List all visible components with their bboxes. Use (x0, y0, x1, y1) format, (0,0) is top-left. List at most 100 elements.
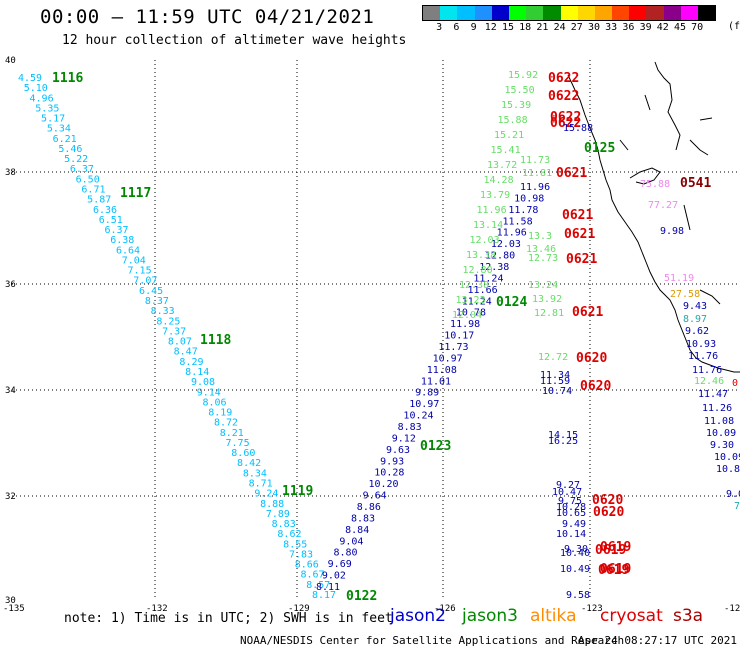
pass-time-label: 0622 (550, 110, 581, 125)
page-title: 00:00 – 11:59 UTC 04/21/2021 (40, 6, 375, 28)
legend-tick-label: 70 (691, 22, 704, 33)
track2-value: 11.24 (462, 296, 492, 307)
track1-value: 8.21 (220, 428, 244, 439)
track1-value: 5.35 (35, 103, 59, 114)
pass-time-label: 0541 (680, 176, 711, 191)
satellite-label-cryosat: cryosat (600, 606, 663, 626)
track1-value: 6.37 (104, 225, 128, 236)
track1-value: 8.83 (272, 519, 296, 530)
jason3-value: 12.03 (470, 235, 500, 246)
map-gridlines (12, 60, 740, 600)
jason3-value: 12.80 (463, 265, 493, 276)
wave-height-value: 77.27 (648, 200, 678, 211)
legend-swatch (423, 6, 441, 20)
track2-value: 8.86 (357, 502, 381, 513)
satellite-label-jason3: jason3 (462, 606, 518, 626)
legend-labels: 3 6 9 12 15 18 21 24 27 30 33 36 39 42 45 70 (422, 21, 716, 33)
wave-height-value: 10.49 (560, 564, 590, 575)
wave-height-value: 9.62 (685, 326, 709, 337)
pass-time-label: 0621 (562, 208, 593, 223)
pass-time-label: 0622 (548, 71, 579, 86)
track1-value: 6.64 (116, 245, 140, 256)
wave-height-value: 9.30 (564, 544, 588, 555)
wave-height-value: 10.28 (556, 502, 586, 513)
track1-value: 8.19 (208, 408, 232, 419)
legend-swatch (508, 6, 527, 20)
wave-height-value: 12.73 (528, 253, 558, 264)
track1-value: 8.25 (156, 316, 180, 327)
legend-tick-label: 18 (519, 22, 532, 33)
legend-tick-label: 30 (587, 22, 601, 33)
pass-time-label: 0620 (576, 351, 607, 366)
track2-value: 11.73 (438, 342, 468, 353)
jason3-value: 15.21 (494, 130, 524, 141)
pass-time-label: 0620 (593, 505, 624, 520)
track1-value: 8.07 (168, 337, 192, 348)
legend-swatch (491, 6, 509, 20)
wave-height-value: 11.76 (688, 351, 718, 362)
x-tick-label: -120 (724, 604, 740, 614)
pass-time-label: 1117 (120, 186, 151, 201)
track1-value: 6.37 (70, 164, 94, 175)
legend-tick-label: 9 (470, 22, 477, 33)
track1-value: 4.96 (30, 93, 54, 104)
jason3-value: 13.79 (480, 190, 510, 201)
track1-value: 8.37 (145, 296, 169, 307)
legend-tick-label: 45 (673, 22, 687, 33)
track2-value: 10.28 (374, 468, 404, 479)
track1-value: 6.36 (93, 205, 117, 216)
legend-tick-label: 27 (570, 22, 583, 33)
pass-time-label: 1118 (200, 333, 231, 348)
satellite-label-s3a: s3a (673, 606, 704, 626)
jason3-value: 13.23 (456, 295, 486, 306)
wave-height-value: 9.0 (726, 489, 740, 500)
bottom-note: note: 1) Time is in UTC; 2) SWH is in fe… (64, 611, 393, 626)
wave-height-value: 10.93 (686, 339, 716, 350)
jason3-value: 15.92 (508, 70, 538, 81)
y-tick-label: 30 (5, 596, 16, 606)
track2-value: 9.63 (386, 445, 410, 456)
wave-height-value: 9.43 (683, 301, 707, 312)
track2-value: 11.24 (473, 273, 503, 284)
track1-value: 8.42 (237, 458, 261, 469)
wave-height-value: 11.81 (522, 168, 552, 179)
legend-swatch (526, 6, 544, 20)
satellite-label-altika: altika (530, 606, 577, 626)
track2-value: 11.08 (427, 365, 457, 376)
track1-value: 8.55 (283, 539, 307, 550)
track2-value: 9.69 (328, 559, 352, 570)
wave-height-value: 9.75 (558, 496, 582, 507)
track1-value: 5.17 (41, 114, 65, 125)
track1-value: 6.45 (139, 286, 163, 297)
y-tick-label: 40 (5, 56, 16, 66)
track1-value: 5.87 (87, 195, 111, 206)
legend-tick-label: 33 (605, 22, 618, 33)
track2-value: 12.38 (479, 262, 509, 273)
wave-height-value: 10.82 (716, 464, 740, 475)
wave-height-value: 12.46 (694, 376, 724, 387)
track1-value: 7.37 (162, 326, 186, 337)
pass-time-label: 0125 (584, 141, 615, 156)
track2-value: 9.89 (415, 388, 439, 399)
pass-time-label: 0621 (572, 305, 603, 320)
track1-value: 7.83 (289, 549, 313, 560)
track1-value: 6.50 (76, 174, 100, 185)
legend-swatch (646, 6, 664, 20)
legend-tick-label: 42 (656, 22, 669, 33)
wave-height-value: 27.58 (670, 289, 700, 300)
wave-height-value: 51.19 (664, 273, 694, 284)
track1-value: 8.71 (249, 478, 273, 489)
wave-height-value: 8.97 (683, 314, 707, 325)
track2-value: 11.58 (503, 216, 533, 227)
legend-swatch (577, 6, 595, 20)
wave-height-value: 9.30 (710, 440, 734, 451)
track2-value: 8.80 (333, 548, 357, 559)
jason3-value: 13.14 (473, 220, 503, 231)
wave-height-value: 0 (732, 378, 738, 389)
legend-swatch (543, 6, 561, 20)
track1-value: 8.14 (185, 367, 209, 378)
track1-value: 7.07 (133, 276, 157, 287)
y-tick-label: 38 (5, 168, 16, 178)
